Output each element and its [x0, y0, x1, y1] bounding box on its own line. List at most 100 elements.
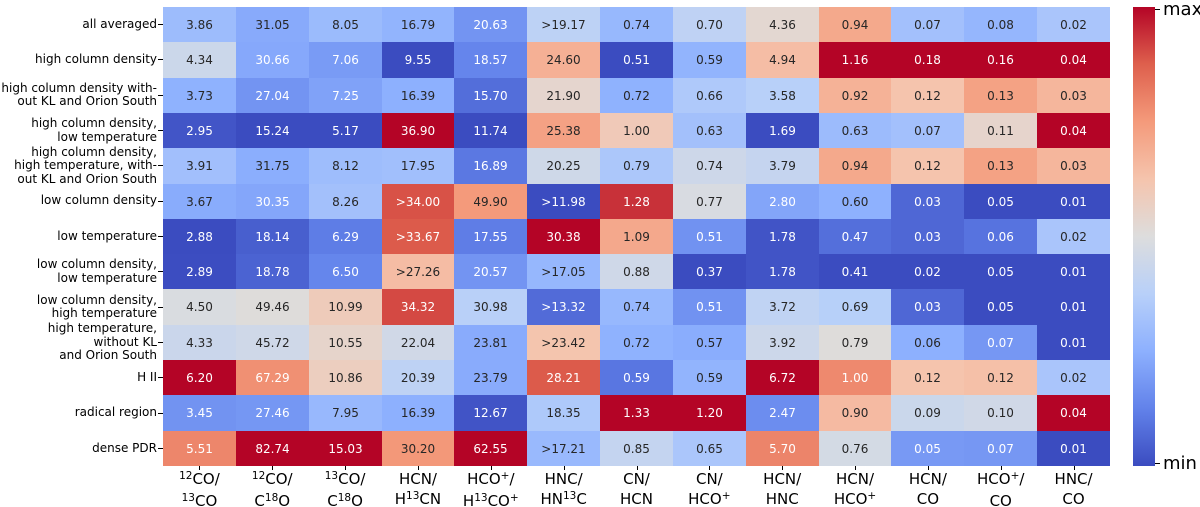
heatmap-cell: 1.33 [600, 395, 673, 431]
row-label: dense PDR [0, 431, 157, 466]
heatmap-cell: 17.55 [454, 219, 527, 254]
heatmap-cell: 0.04 [1037, 42, 1110, 78]
heatmap-cell: 0.01 [1037, 325, 1110, 360]
heatmap-cell: 1.28 [600, 184, 673, 219]
column-label: HCN/HCO+ [833, 470, 877, 507]
heatmap-cell: 20.25 [527, 148, 600, 184]
heatmap-cell: 18.14 [236, 219, 309, 254]
heatmap-cell: 0.02 [891, 254, 964, 289]
column-label: 12CO/C18O [251, 470, 293, 507]
heatmap-cell: 0.74 [673, 148, 746, 184]
heatmap-cell: 0.94 [819, 7, 891, 42]
x-axis-tick [709, 466, 711, 470]
heatmap-cell: >11.98 [527, 184, 600, 219]
heatmap-cell: 0.59 [673, 360, 746, 395]
heatmap-cell: 6.50 [309, 254, 382, 289]
row-label: high temperature, without KL and Orion Sou… [0, 322, 157, 362]
heatmap-cell: 0.04 [1037, 395, 1110, 431]
row-label-line: without KL [93, 334, 157, 349]
row-label-line: low column density [40, 193, 157, 208]
heatmap-cell: 0.59 [600, 360, 673, 395]
x-axis-tick [199, 466, 201, 470]
heatmap-cell: 0.90 [819, 395, 891, 431]
heatmap-cell: 0.07 [891, 7, 964, 42]
heatmap-cell: 0.60 [819, 184, 891, 219]
row-label-line: high temperature, with- [14, 158, 157, 173]
heatmap-cell: 15.24 [236, 113, 309, 148]
heatmap-cell: 21.90 [527, 78, 600, 113]
heatmap-cell: 3.91 [163, 148, 236, 184]
heatmap-cell: >33.67 [382, 219, 454, 254]
heatmap-cell: 15.03 [309, 431, 382, 466]
heatmap-cell: 0.85 [600, 431, 673, 466]
x-axis-tick [855, 466, 857, 470]
row-label-line: low column density, [36, 292, 157, 307]
row-label: low column density, low temperature [0, 254, 157, 289]
column-label: 12CO/13CO [179, 470, 220, 507]
heatmap-cell: >27.26 [382, 254, 454, 289]
heatmap-cell: 5.51 [163, 431, 236, 466]
y-axis-tick [158, 94, 163, 96]
heatmap-cell: 24.60 [527, 42, 600, 78]
heatmap-cell: 0.07 [964, 325, 1037, 360]
heatmap-cell: 30.98 [454, 289, 527, 325]
heatmap-cell: 0.06 [964, 219, 1037, 254]
heatmap-cell: 30.35 [236, 184, 309, 219]
column-label: HCN/H13CN [394, 470, 442, 507]
heatmap-cell: 0.63 [673, 113, 746, 148]
heatmap-cell: 0.63 [819, 113, 891, 148]
row-label-line: out KL and Orion South [17, 171, 157, 186]
heatmap-cell: 28.21 [527, 360, 600, 395]
heatmap-cell: 23.81 [454, 325, 527, 360]
heatmap-cell: 0.01 [1037, 289, 1110, 325]
heatmap-cell: 0.72 [600, 325, 673, 360]
row-label: low column density [0, 184, 157, 219]
column-label: 13CO/C18O [324, 470, 366, 507]
heatmap-cell: 0.12 [891, 78, 964, 113]
heatmap-cell: 1.69 [746, 113, 819, 148]
heatmap-cell: >17.05 [527, 254, 600, 289]
heatmap-cell: 3.67 [163, 184, 236, 219]
heatmap-cell: 0.09 [891, 395, 964, 431]
heatmap-cell: 3.92 [746, 325, 819, 360]
heatmap-cell: 0.51 [600, 42, 673, 78]
row-label-line: H II [137, 369, 157, 384]
heatmap-cell: 3.45 [163, 395, 236, 431]
heatmap-cell: 6.72 [746, 360, 819, 395]
heatmap-cell: 15.70 [454, 78, 527, 113]
row-label-line: high column density [35, 52, 157, 67]
x-axis-tick [272, 466, 274, 470]
y-axis-tick [158, 200, 163, 202]
heatmap-cell: 0.51 [673, 219, 746, 254]
heatmap-cell: 62.55 [454, 431, 527, 466]
heatmap-cell: 0.03 [1037, 78, 1110, 113]
heatmap-cell: >34.00 [382, 184, 454, 219]
heatmap-cell: 49.90 [454, 184, 527, 219]
heatmap-cell: 2.80 [746, 184, 819, 219]
heatmap-cell: 18.35 [527, 395, 600, 431]
heatmap-cell: 4.34 [163, 42, 236, 78]
heatmap-cell: 3.79 [746, 148, 819, 184]
row-label-line: out KL and Orion South [17, 94, 157, 109]
heatmap-cell: 36.90 [382, 113, 454, 148]
heatmap-cell: 0.41 [819, 254, 891, 289]
heatmap-cell: 16.79 [382, 7, 454, 42]
heatmap-cell: 0.03 [891, 219, 964, 254]
heatmap-cell: 0.79 [600, 148, 673, 184]
x-axis-tick [927, 466, 929, 470]
heatmap-cell: 1.09 [600, 219, 673, 254]
colorbar-min-label: min [1163, 453, 1197, 474]
heatmap-cell: 2.95 [163, 113, 236, 148]
heatmap-cell: 0.51 [673, 289, 746, 325]
heatmap-cell: 31.75 [236, 148, 309, 184]
heatmap-cell: 0.57 [673, 325, 746, 360]
heatmap-cell: 31.05 [236, 7, 309, 42]
heatmap-cell: 0.11 [964, 113, 1037, 148]
x-axis-tick [417, 466, 419, 470]
heatmap-cell: 0.06 [891, 325, 964, 360]
heatmap-cell: 20.63 [454, 7, 527, 42]
heatmap-cell: 8.05 [309, 7, 382, 42]
y-axis-tick [158, 24, 163, 26]
heatmap-grid: 3.86 31.05 8.05 16.79 20.63 >19.17 0.74 0.70 4.3… [163, 7, 1110, 466]
heatmap-cell: 2.89 [163, 254, 236, 289]
